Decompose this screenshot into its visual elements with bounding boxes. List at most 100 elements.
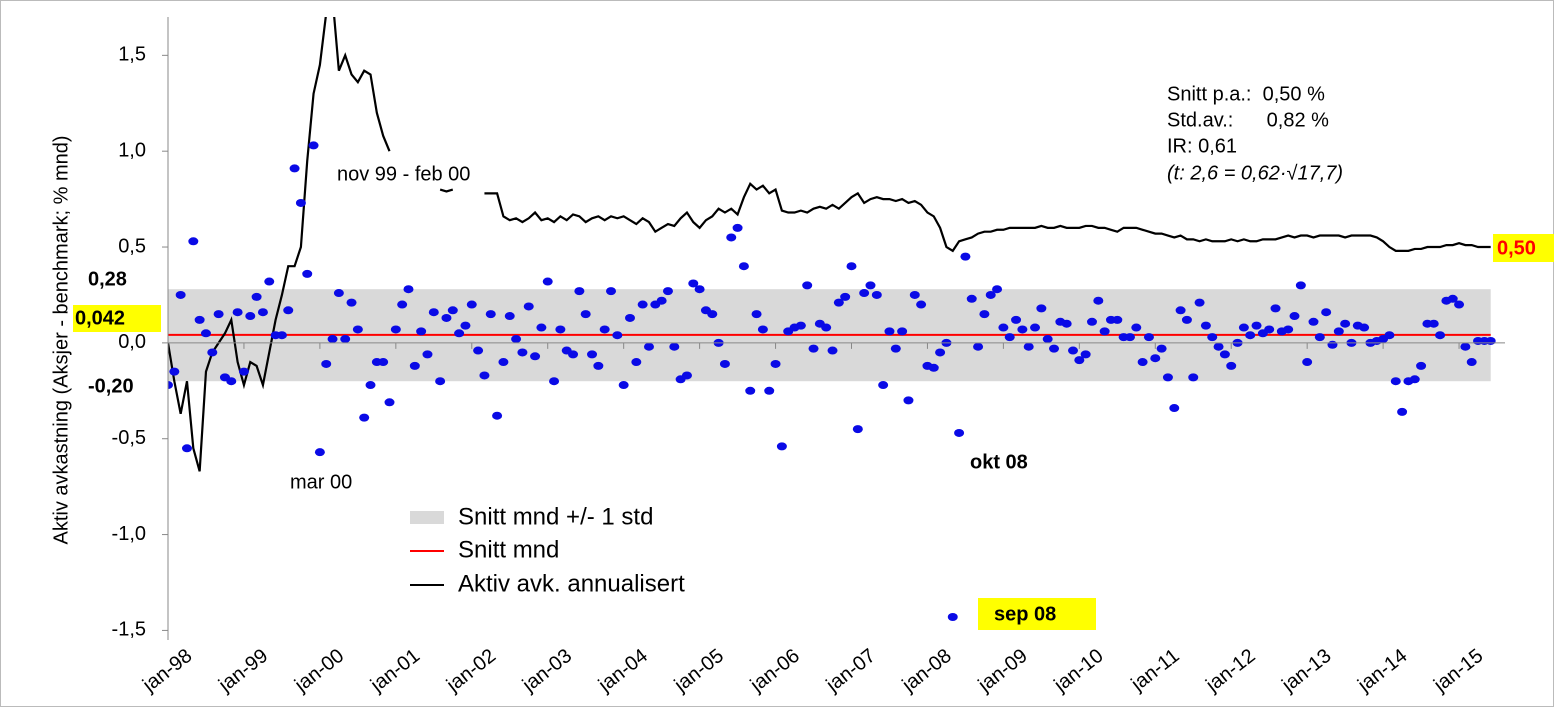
- x-tick-label: jan-99: [214, 645, 272, 697]
- scatter-point: [1030, 323, 1041, 332]
- scatter-point: [1289, 312, 1300, 321]
- scatter-point: [606, 287, 617, 296]
- scatter-point: [656, 296, 667, 305]
- scatter-point: [1409, 375, 1420, 384]
- scatter-point: [1283, 325, 1294, 334]
- scatter-point: [264, 277, 275, 286]
- scatter-point: [428, 308, 439, 317]
- scatter-point: [460, 321, 471, 330]
- scatter-point: [1416, 361, 1427, 370]
- scatter-point: [1314, 333, 1325, 342]
- scatter-point: [669, 342, 680, 351]
- scatter-point: [523, 302, 534, 311]
- scatter-point: [719, 359, 730, 368]
- scatter-point: [935, 348, 946, 357]
- scatter-point: [1074, 356, 1085, 365]
- scatter-point: [884, 327, 895, 336]
- scatter-point: [498, 358, 509, 367]
- scatter-point: [681, 371, 692, 380]
- scatter-point: [1397, 407, 1408, 416]
- end-label: 0,50: [1497, 237, 1536, 259]
- scatter-point: [1175, 306, 1186, 315]
- scatter-point: [1086, 317, 1097, 326]
- label-background: [73, 305, 161, 332]
- scatter-point: [1194, 298, 1205, 307]
- scatter-point: [1112, 315, 1123, 324]
- scatter-point: [1428, 319, 1439, 328]
- scatter-point: [916, 300, 927, 309]
- scatter-point: [1150, 354, 1161, 363]
- scatter-point: [333, 289, 344, 298]
- scatter-point: [390, 325, 401, 334]
- scatter-point: [770, 359, 781, 368]
- scatter-point: [251, 292, 262, 301]
- scatter-point: [536, 323, 547, 332]
- scatter-point: [1093, 296, 1104, 305]
- scatter-point: [928, 363, 939, 372]
- scatter-point: [1485, 336, 1496, 345]
- y-axis-title: Aktiv avkastning (Aksjer - benchmark; % …: [50, 135, 72, 544]
- scatter-point: [403, 285, 414, 294]
- y-tick-label: -0,5: [112, 427, 146, 449]
- scatter-point: [359, 413, 370, 422]
- scatter-point: [511, 335, 522, 344]
- scatter-point: [1251, 321, 1262, 330]
- scatter-point: [485, 310, 496, 319]
- scatter-point: [1188, 373, 1199, 382]
- x-tick-label: jan-09: [974, 645, 1032, 697]
- label-background: [1493, 234, 1554, 262]
- scatter-point: [340, 335, 351, 344]
- scatter-point: [308, 141, 319, 150]
- scatter-point: [852, 425, 863, 434]
- scatter-point: [181, 444, 192, 453]
- scatter-point: [612, 331, 623, 340]
- annotation: sep 08: [994, 603, 1056, 625]
- y-tick-label: 1,5: [118, 44, 146, 66]
- scatter-point: [1333, 327, 1344, 336]
- scatter-point: [745, 386, 756, 395]
- scatter-point: [1200, 321, 1211, 330]
- scatter-point: [764, 386, 775, 395]
- scatter-point: [1080, 350, 1091, 359]
- scatter-point: [447, 306, 458, 315]
- band-label: -0,20: [88, 375, 134, 397]
- stats-line: (t: 2,6 = 0,62·√17,7): [1167, 162, 1343, 184]
- scatter-point: [1162, 373, 1173, 382]
- x-tick-label: jan-08: [898, 645, 956, 697]
- scatter-point: [422, 350, 433, 359]
- scatter-point: [593, 361, 604, 370]
- scatter-point: [580, 310, 591, 319]
- scatter-point: [1023, 342, 1034, 351]
- scatter-point: [802, 281, 813, 290]
- scatter-point: [542, 277, 553, 286]
- scatter-point: [1131, 323, 1142, 332]
- scatter-point: [1213, 342, 1224, 351]
- scatter-point: [1295, 281, 1306, 290]
- stats-line: Std.av.: 0,82 %: [1167, 109, 1329, 131]
- scatter-point: [295, 198, 306, 207]
- mean-label: 0,042: [75, 307, 125, 329]
- scatter-point: [1099, 327, 1110, 336]
- scatter-point: [1219, 350, 1230, 359]
- x-tick-label: jan-04: [594, 645, 652, 697]
- scatter-point: [168, 381, 173, 390]
- scatter-point: [954, 428, 965, 437]
- scatter-point: [1302, 358, 1313, 367]
- scatter-point: [1169, 404, 1180, 413]
- scatter-point: [257, 308, 268, 317]
- scatter-point: [979, 310, 990, 319]
- scatter-point: [694, 285, 705, 294]
- scatter-point: [314, 448, 325, 457]
- y-tick-label: -1,5: [112, 619, 146, 641]
- scatter-point: [859, 289, 870, 298]
- scatter-point: [840, 292, 851, 301]
- x-tick-label: jan-14: [1353, 645, 1411, 697]
- scatter-point: [352, 325, 363, 334]
- annotation: mar 00: [290, 471, 352, 493]
- scatter-point: [726, 233, 737, 242]
- scatter-point: [909, 290, 920, 299]
- scatter-point: [878, 381, 889, 390]
- scatter-point: [365, 381, 376, 390]
- scatter-point: [1042, 335, 1053, 344]
